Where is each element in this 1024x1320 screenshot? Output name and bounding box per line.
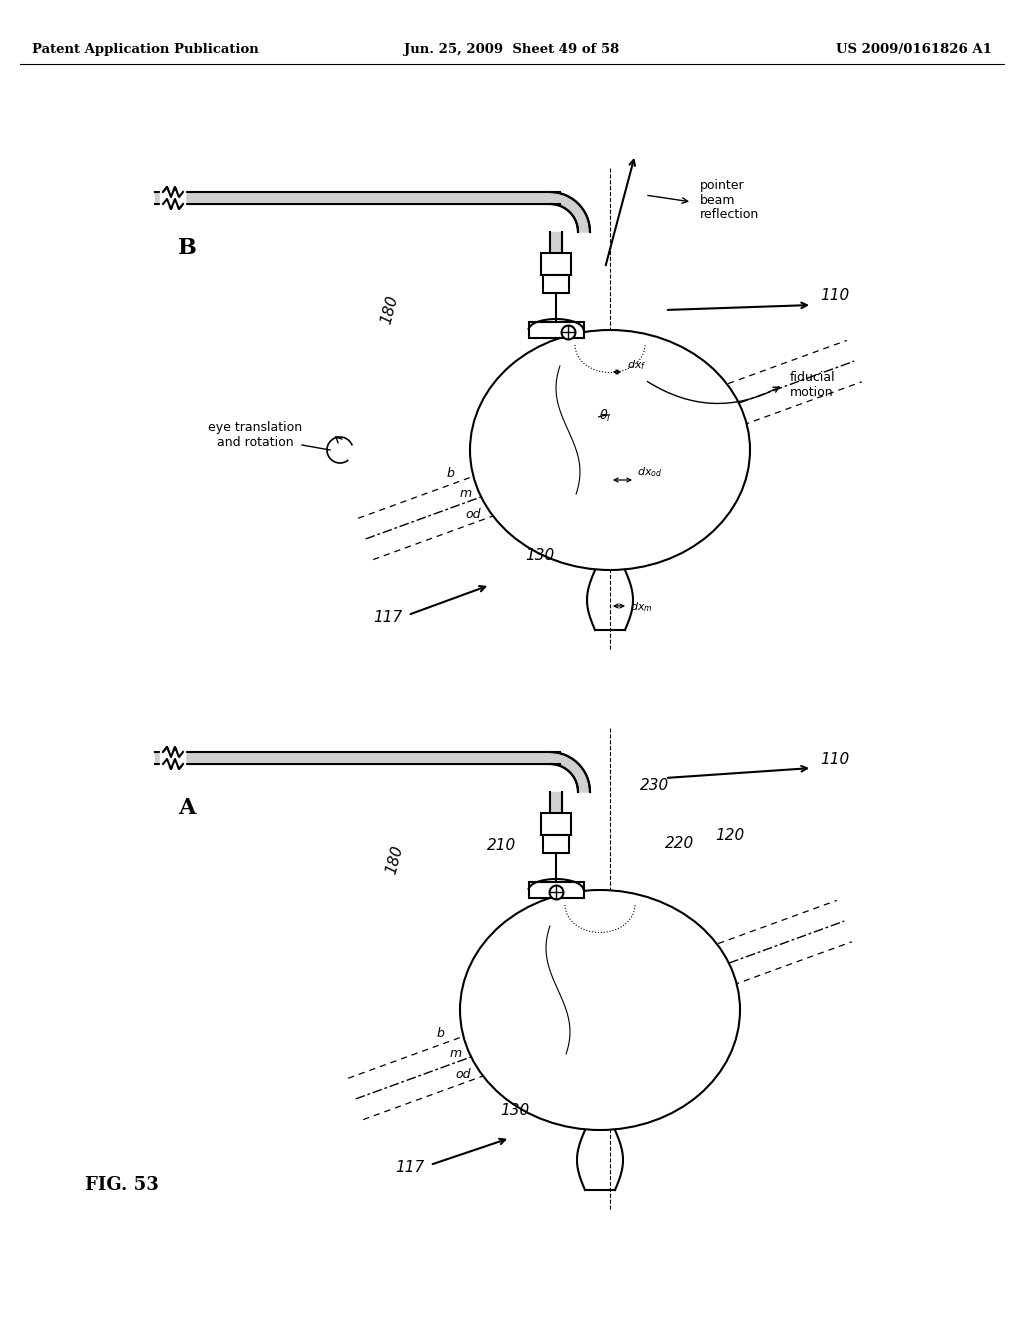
Ellipse shape <box>470 330 750 570</box>
Text: m: m <box>460 487 472 500</box>
Text: od: od <box>456 1068 471 1081</box>
Text: 110: 110 <box>820 288 849 302</box>
Text: od: od <box>465 508 481 521</box>
Text: 180: 180 <box>379 294 401 326</box>
Text: b: b <box>446 467 454 479</box>
Text: US 2009/0161826 A1: US 2009/0161826 A1 <box>837 44 992 57</box>
Text: dx$_m$: dx$_m$ <box>630 601 652 614</box>
Text: 130: 130 <box>525 548 555 564</box>
Bar <box>543 275 569 293</box>
Bar <box>541 813 571 836</box>
Text: A: A <box>178 797 196 818</box>
Text: B: B <box>178 238 197 259</box>
Text: Patent Application Publication: Patent Application Publication <box>32 44 259 57</box>
Polygon shape <box>550 191 590 232</box>
Text: 210: 210 <box>487 838 517 853</box>
Ellipse shape <box>460 890 740 1130</box>
Text: dx$_f$: dx$_f$ <box>627 358 646 372</box>
Text: pointer
beam
reflection: pointer beam reflection <box>700 178 759 222</box>
Text: 230: 230 <box>640 777 670 793</box>
Text: $\theta_i$: $\theta_i$ <box>599 408 611 424</box>
Text: 120: 120 <box>716 828 744 843</box>
Text: fiducial
motion: fiducial motion <box>790 371 836 399</box>
Bar <box>543 836 569 853</box>
Polygon shape <box>550 752 590 792</box>
Text: eye translation
and rotation: eye translation and rotation <box>208 421 302 449</box>
Text: 117: 117 <box>374 610 402 624</box>
Text: 180: 180 <box>384 843 407 876</box>
Text: 117: 117 <box>395 1160 425 1175</box>
Bar <box>528 882 584 898</box>
Text: m: m <box>450 1047 462 1060</box>
Text: 220: 220 <box>666 836 694 851</box>
Text: 130: 130 <box>501 1104 529 1118</box>
Text: FIG. 53: FIG. 53 <box>85 1176 159 1195</box>
Text: b: b <box>436 1027 444 1040</box>
Bar <box>528 322 584 338</box>
Text: dx$_{od}$: dx$_{od}$ <box>637 465 663 479</box>
Text: Jun. 25, 2009  Sheet 49 of 58: Jun. 25, 2009 Sheet 49 of 58 <box>404 44 620 57</box>
Bar <box>541 253 571 275</box>
Text: 110: 110 <box>820 752 849 767</box>
